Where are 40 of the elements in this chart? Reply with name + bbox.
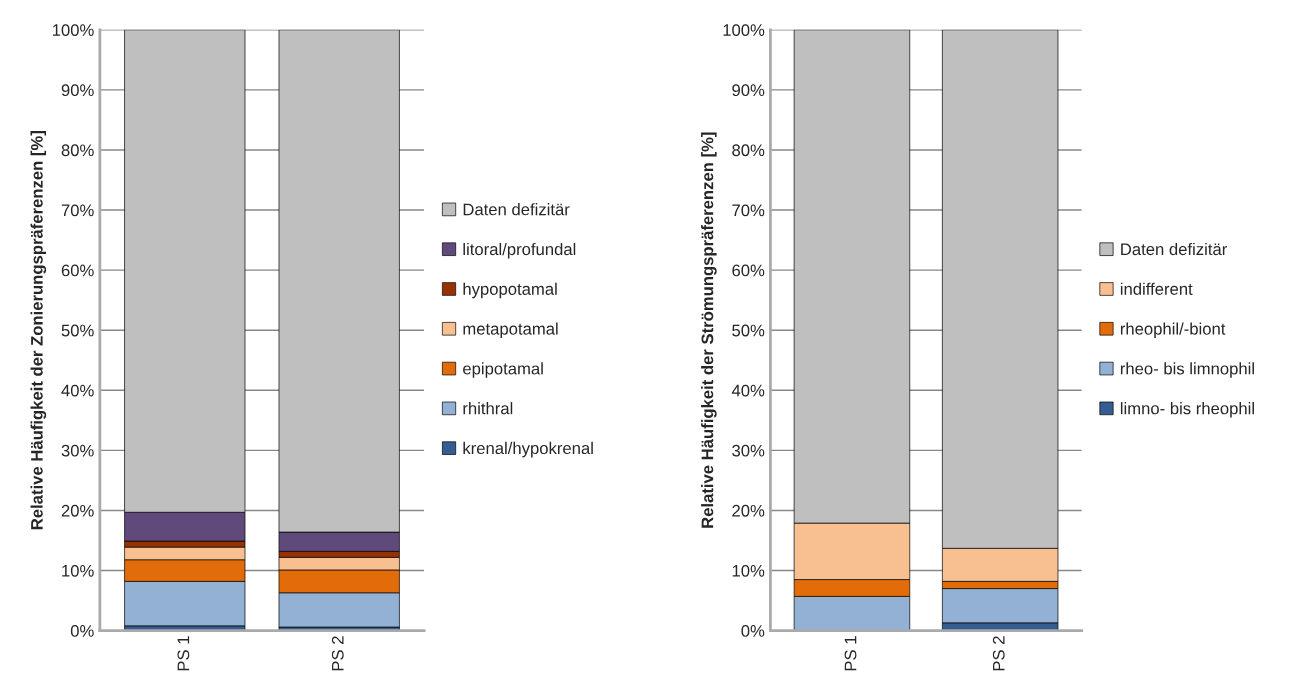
x-tick-label: PS 1 bbox=[844, 636, 857, 671]
legend-label: hypopotamal bbox=[463, 282, 557, 299]
y-tick-label: 90% bbox=[732, 84, 765, 97]
y-tick-label: 0% bbox=[741, 625, 765, 637]
y-tick-label: 10% bbox=[62, 564, 94, 577]
y-tick-label: 100% bbox=[52, 24, 94, 36]
x-tick-label: PS 2 bbox=[331, 636, 344, 671]
legend-label: Daten defizitär bbox=[463, 203, 570, 216]
y-tick-label: 60% bbox=[732, 264, 765, 277]
y-tick-label: 50% bbox=[732, 324, 765, 337]
legend-label: rhithral bbox=[463, 402, 513, 415]
legend-label: Daten defizitär bbox=[1121, 242, 1227, 256]
y-axis-title: Relative Häufigkeit der Strömungspräferenzen [%] bbox=[701, 132, 717, 528]
legend-label: indifferent bbox=[1120, 282, 1193, 295]
y-axis-title: Relative Häufigkeit der Zonierungspräferenzen [%] bbox=[30, 131, 47, 530]
y-tick-label: 0% bbox=[70, 625, 94, 637]
y-tick-label: 20% bbox=[732, 504, 765, 517]
y-tick-label: 50% bbox=[61, 324, 94, 337]
y-tick-label: 30% bbox=[732, 444, 765, 457]
legend-label: metapotamal bbox=[463, 322, 558, 339]
y-tick-label: 60% bbox=[61, 264, 94, 277]
y-tick-label: 20% bbox=[61, 504, 94, 517]
y-tick-label: 40% bbox=[61, 384, 94, 397]
y-tick-label: 80% bbox=[61, 144, 94, 157]
y-tick-label: 40% bbox=[731, 384, 765, 397]
y-tick-label: 30% bbox=[61, 444, 94, 457]
y-tick-label: 70% bbox=[61, 204, 94, 217]
y-tick-label: 10% bbox=[732, 564, 765, 577]
x-tick-label: PS 1 bbox=[177, 636, 190, 671]
legend-label: litoral/profundal bbox=[463, 242, 576, 259]
x-tick-label: PS 2 bbox=[992, 636, 1005, 671]
y-tick-label: 100% bbox=[723, 24, 765, 36]
legend-label: epipotamal bbox=[463, 362, 543, 378]
y-tick-label: 80% bbox=[732, 144, 765, 157]
legend-label: rheo- bis limnophil bbox=[1120, 362, 1254, 378]
y-tick-label: 90% bbox=[61, 84, 94, 97]
legend-label: limno- bis rheophil bbox=[1120, 402, 1254, 418]
legend-label: krenal/hypokrenal bbox=[463, 441, 593, 458]
y-tick-label: 70% bbox=[732, 204, 765, 217]
legend-label: rheophil/-biont bbox=[1120, 322, 1226, 339]
